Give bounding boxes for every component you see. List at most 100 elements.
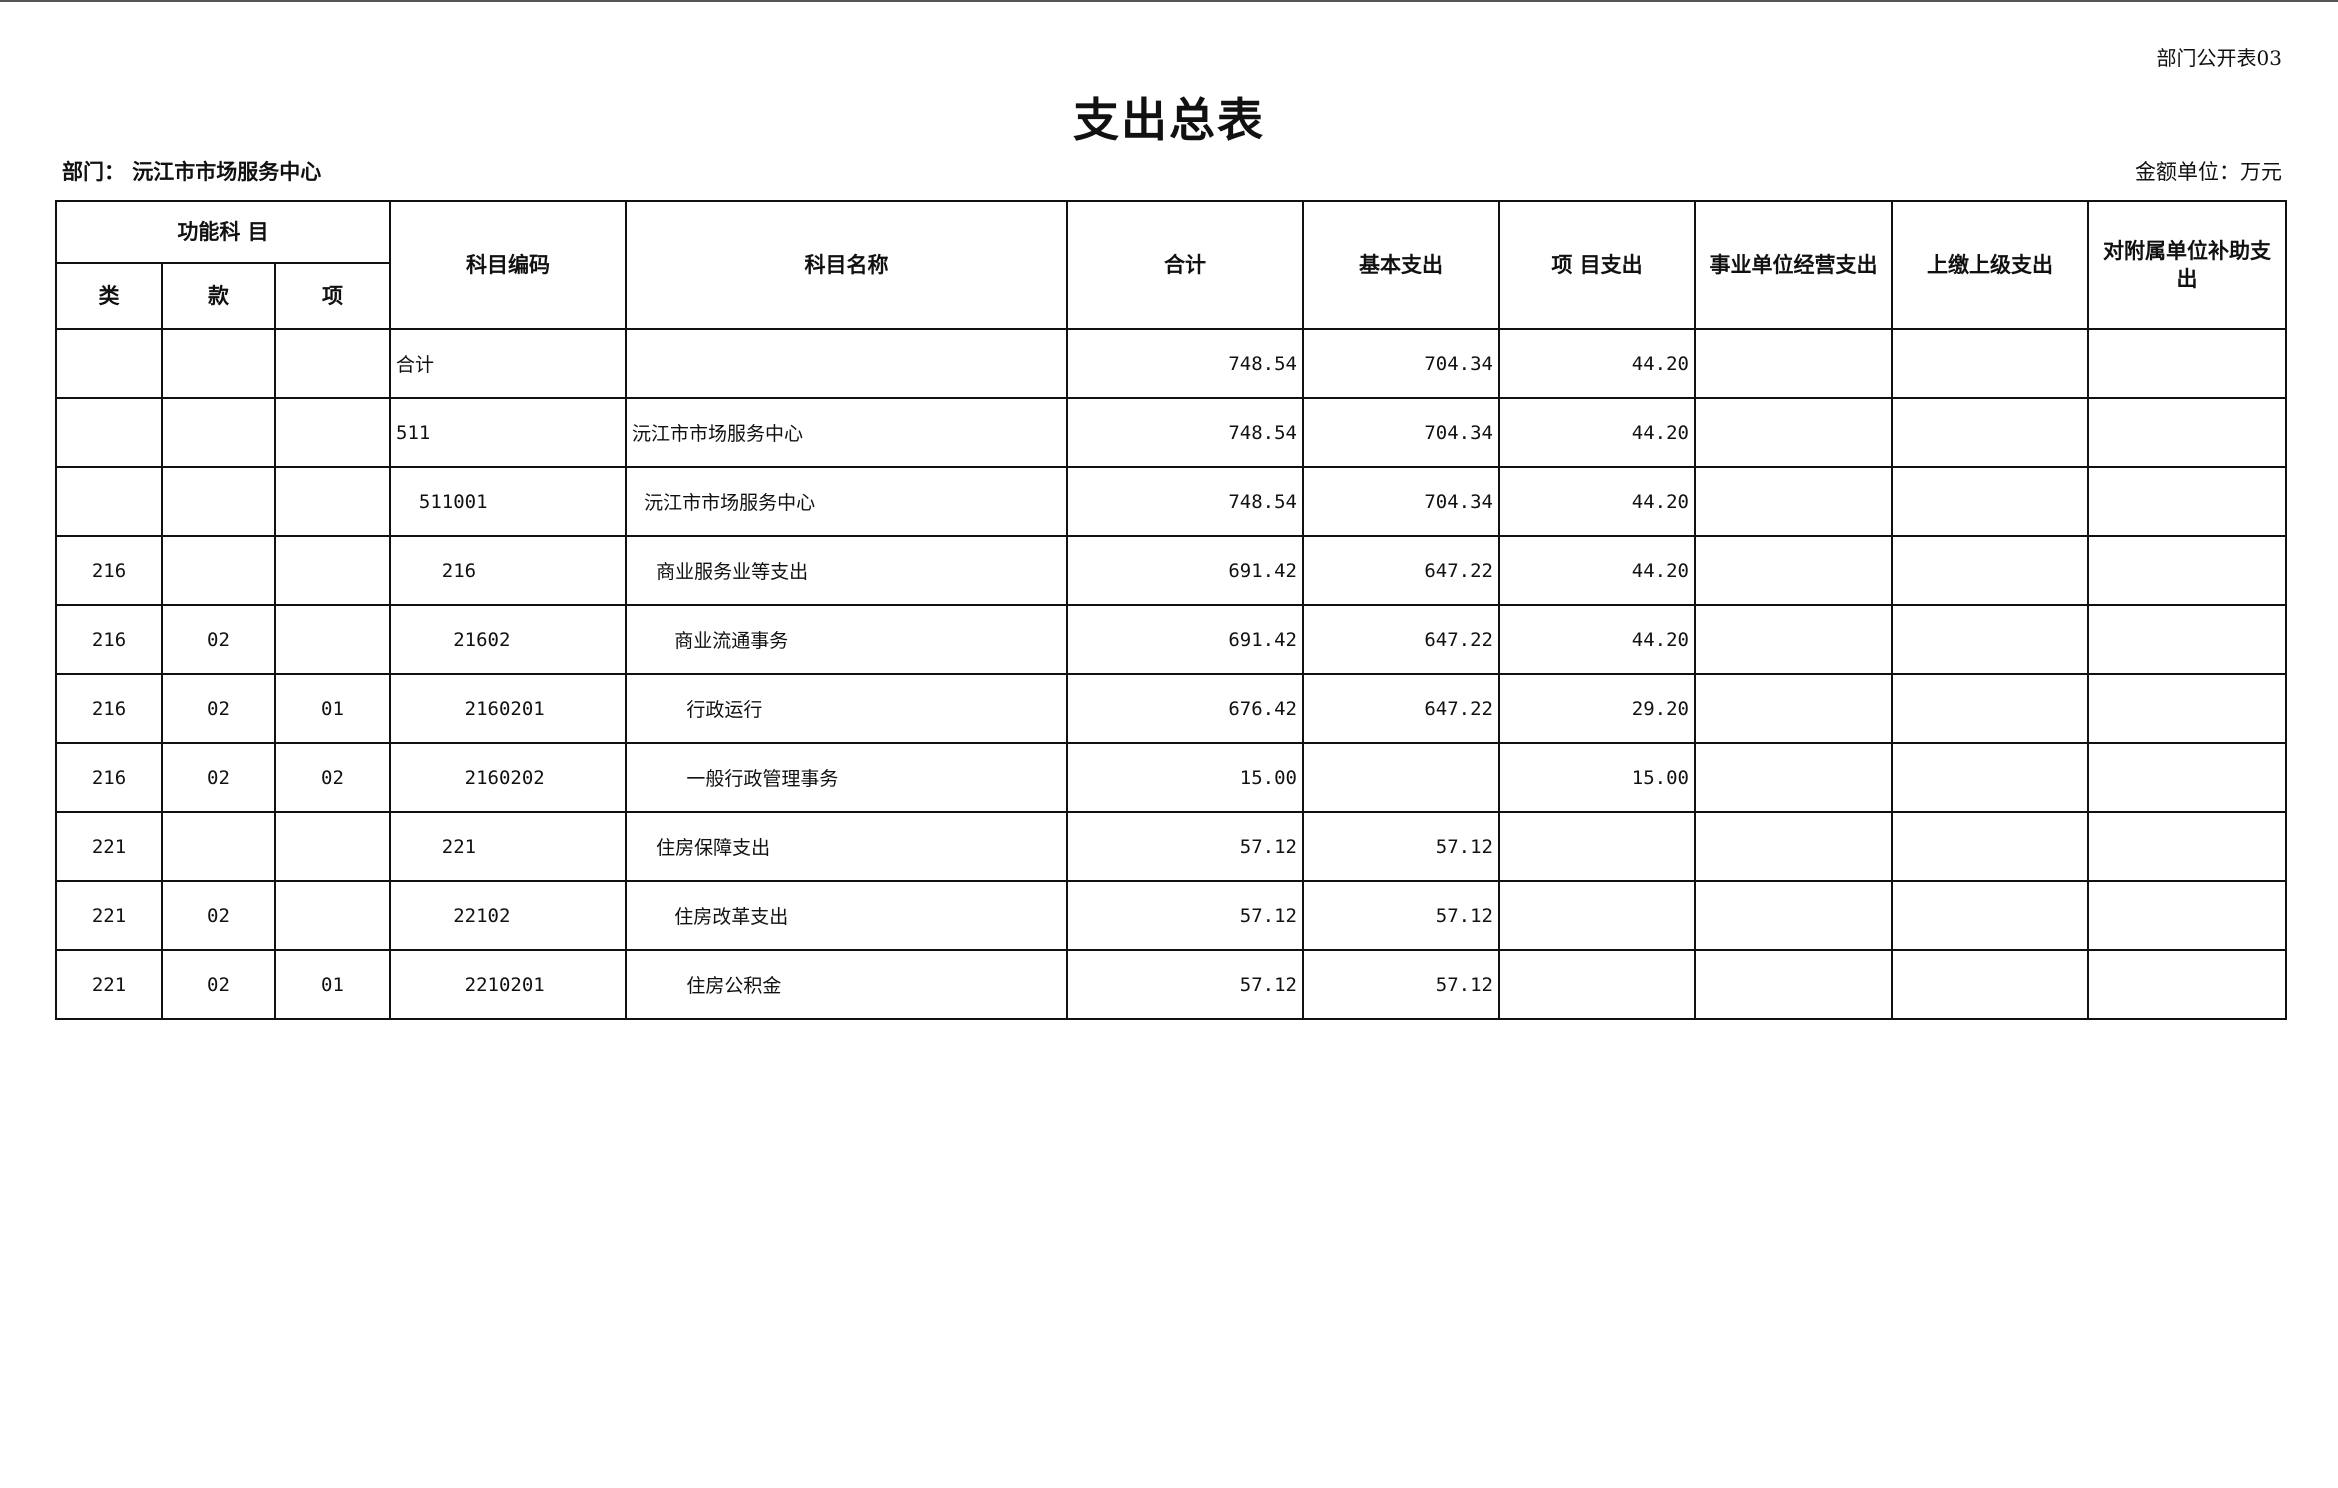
cell-code: 合计 <box>389 328 627 399</box>
cell-lei: 216 <box>55 673 163 744</box>
cell-empty <box>1891 949 2089 1020</box>
cell-xiang: 01 <box>274 949 391 1020</box>
cell-empty <box>2087 535 2287 606</box>
cell-code: 511 <box>389 397 627 468</box>
cell-empty <box>2087 604 2287 675</box>
cell-project: 44.20 <box>1498 328 1696 399</box>
cell-lei <box>55 397 163 468</box>
cell-lei: 221 <box>55 949 163 1020</box>
cell-code: 2210201 <box>389 949 627 1020</box>
table-row: 216 216 商业服务业等支出 691.42 647.22 44.20 <box>55 535 2287 606</box>
sheet-number: 部门公开表03 <box>2156 46 2282 70</box>
table-row: 221 02 22102 住房改革支出 57.12 57.12 <box>55 880 2287 951</box>
cell-code: 216 <box>389 535 627 606</box>
cell-total: 57.12 <box>1066 949 1304 1020</box>
cell-lei: 216 <box>55 742 163 813</box>
cell-empty <box>2087 742 2287 813</box>
cell-xiang <box>274 328 391 399</box>
cell-total: 748.54 <box>1066 397 1304 468</box>
cell-empty <box>2087 328 2287 399</box>
cell-xiang <box>274 811 391 882</box>
cell-empty <box>2087 466 2287 537</box>
header-project: 项 目支出 <box>1498 200 1696 330</box>
cell-code: 221 <box>389 811 627 882</box>
cell-kuan <box>161 397 276 468</box>
cell-xiang <box>274 535 391 606</box>
cell-name: 住房改革支出 <box>625 880 1068 951</box>
cell-kuan <box>161 535 276 606</box>
cell-code: 22102 <box>389 880 627 951</box>
cell-empty <box>1891 880 2089 951</box>
cell-empty <box>1891 604 2089 675</box>
cell-basic: 647.22 <box>1302 604 1500 675</box>
cell-name: 商业流通事务 <box>625 604 1068 675</box>
cell-total: 748.54 <box>1066 328 1304 399</box>
cell-empty <box>1891 811 2089 882</box>
cell-lei: 216 <box>55 535 163 606</box>
table-row: 511 沅江市市场服务中心 748.54 704.34 44.20 <box>55 397 2287 468</box>
cell-empty <box>2087 397 2287 468</box>
cell-empty <box>1891 742 2089 813</box>
cell-name: 沅江市市场服务中心 <box>625 397 1068 468</box>
cell-basic: 647.22 <box>1302 535 1500 606</box>
cell-empty <box>2087 949 2287 1020</box>
cell-xiang <box>274 397 391 468</box>
cell-basic <box>1302 742 1500 813</box>
table-row: 221 221 住房保障支出 57.12 57.12 <box>55 811 2287 882</box>
cell-total: 57.12 <box>1066 811 1304 882</box>
cell-xiang: 02 <box>274 742 391 813</box>
cell-kuan: 02 <box>161 742 276 813</box>
cell-xiang <box>274 466 391 537</box>
cell-lei: 221 <box>55 811 163 882</box>
cell-code: 21602 <box>389 604 627 675</box>
table-row: 216 02 01 2160201 行政运行 676.42 647.22 29.20 <box>55 673 2287 744</box>
cell-kuan <box>161 466 276 537</box>
cell-empty <box>1694 949 1893 1020</box>
cell-basic: 704.34 <box>1302 466 1500 537</box>
cell-empty <box>1891 673 2089 744</box>
cell-kuan <box>161 811 276 882</box>
cell-kuan: 02 <box>161 673 276 744</box>
cell-project: 15.00 <box>1498 742 1696 813</box>
header-basic: 基本支出 <box>1302 200 1500 330</box>
cell-name: 住房公积金 <box>625 949 1068 1020</box>
table-row: 216 02 21602 商业流通事务 691.42 647.22 44.20 <box>55 604 2287 675</box>
cell-empty <box>1694 328 1893 399</box>
cell-empty <box>1891 466 2089 537</box>
cell-name: 行政运行 <box>625 673 1068 744</box>
cell-empty <box>1891 535 2089 606</box>
cell-lei <box>55 328 163 399</box>
cell-kuan <box>161 328 276 399</box>
cell-basic: 57.12 <box>1302 949 1500 1020</box>
cell-total: 57.12 <box>1066 880 1304 951</box>
cell-code: 2160202 <box>389 742 627 813</box>
cell-name: 住房保障支出 <box>625 811 1068 882</box>
cell-total: 691.42 <box>1066 604 1304 675</box>
top-border <box>0 0 2338 2</box>
cell-empty <box>1694 466 1893 537</box>
cell-project: 29.20 <box>1498 673 1696 744</box>
page-title: 支出总表 <box>1073 93 1265 147</box>
header-total: 合计 <box>1066 200 1304 330</box>
expenditure-table: 功能科 目 科目编码 科目名称 合计 基本支出 项 目支出 事业单位经营支出 上… <box>55 200 2287 1020</box>
cell-project: 44.20 <box>1498 535 1696 606</box>
cell-empty <box>1694 673 1893 744</box>
cell-empty <box>2087 811 2287 882</box>
header-name: 科目名称 <box>625 200 1068 330</box>
header-xiang: 项 <box>274 262 391 330</box>
cell-empty <box>1694 604 1893 675</box>
cell-empty <box>2087 673 2287 744</box>
cell-project: 44.20 <box>1498 466 1696 537</box>
cell-total: 15.00 <box>1066 742 1304 813</box>
cell-xiang <box>274 880 391 951</box>
cell-lei: 221 <box>55 880 163 951</box>
header-upper: 上缴上级支出 <box>1891 200 2089 330</box>
cell-basic: 57.12 <box>1302 880 1500 951</box>
cell-total: 691.42 <box>1066 535 1304 606</box>
header-subsidy: 对附属单位补助支出 <box>2087 200 2287 330</box>
cell-project <box>1498 880 1696 951</box>
cell-code: 2160201 <box>389 673 627 744</box>
header-code: 科目编码 <box>389 200 627 330</box>
cell-empty <box>1891 397 2089 468</box>
header-lei: 类 <box>55 262 163 330</box>
